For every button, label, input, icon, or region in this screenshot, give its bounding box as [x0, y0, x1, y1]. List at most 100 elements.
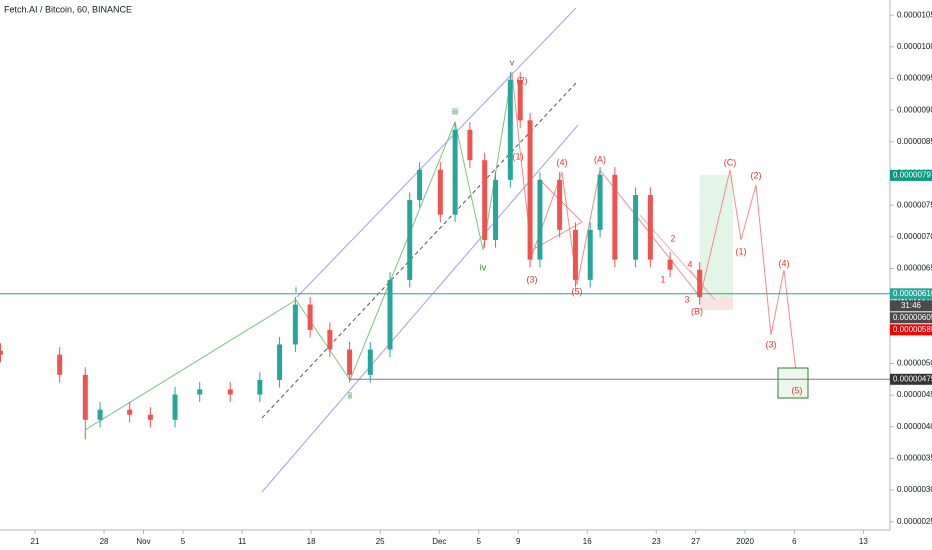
impulse-path	[84, 71, 513, 431]
x-tick-label: 9	[516, 537, 521, 546]
x-tick-label: Nov	[136, 537, 150, 546]
x-tick-label: 5	[181, 537, 186, 546]
y-tick-label: 0.00000300	[897, 485, 932, 494]
drawings	[84, 7, 809, 493]
candle-body	[517, 79, 523, 121]
candle-body	[507, 79, 513, 180]
candle-body	[537, 179, 543, 260]
x-tick-label: 18	[307, 537, 316, 546]
y-tick-label: 0.00001000	[897, 42, 932, 51]
candle-body	[482, 160, 488, 240]
candle-body	[97, 409, 103, 420]
wave-label: (3)	[766, 339, 777, 349]
wave-label: (C)	[724, 157, 737, 167]
y-tick-label: 0.00000750	[897, 200, 932, 209]
wave-label: (3)	[527, 274, 538, 284]
x-tick-label: 28	[100, 537, 109, 546]
price-label-box	[890, 373, 932, 385]
triangle	[531, 179, 583, 251]
wave-label: (B)	[691, 306, 703, 316]
wave-label: (5)	[792, 385, 803, 395]
x-tick-label: 16	[583, 537, 592, 546]
projection-path	[699, 169, 798, 381]
price-label: 0.00000797	[893, 171, 932, 180]
price-label-box	[890, 169, 932, 181]
candle-body	[277, 344, 283, 380]
candle-body	[197, 389, 203, 395]
x-tick-label: 6	[792, 537, 797, 546]
target-box	[777, 367, 809, 399]
candle-body	[227, 389, 233, 395]
candle-body	[633, 195, 639, 260]
x-tick-label: 13	[859, 537, 868, 546]
y-tick-label: 0.00000650	[897, 264, 932, 273]
price-label-box	[890, 324, 932, 336]
candle-body	[467, 129, 473, 161]
candle-body	[527, 120, 533, 260]
candle-body	[307, 304, 313, 330]
wave-label: 3	[684, 294, 689, 304]
candle-body	[127, 409, 133, 415]
candle-body	[452, 129, 458, 215]
candle-body	[437, 169, 443, 215]
y-tick-label: 0.00000400	[897, 422, 932, 431]
chart-title: Fetch.AI / Bitcoin, 60, BINANCE	[4, 4, 132, 14]
x-tick-label: 5	[477, 537, 482, 546]
candle-body	[147, 414, 153, 420]
candle-body	[612, 174, 618, 260]
candle-body	[597, 174, 603, 230]
wave-label: v	[510, 57, 515, 67]
candle-body	[557, 179, 563, 230]
wave-label: (A)	[594, 154, 606, 164]
candle-body	[172, 394, 178, 420]
candle-body	[367, 349, 373, 375]
wave-label: 4	[687, 259, 692, 269]
candle-body	[417, 169, 423, 201]
candle-body	[572, 229, 578, 280]
countdown: 31:46	[901, 301, 922, 310]
x-tick-label: 21	[31, 537, 40, 546]
candle-body	[292, 304, 298, 345]
y-tick-label: 0.00000450	[897, 390, 932, 399]
wave-label: (5)	[572, 286, 583, 296]
wave-label: i	[295, 284, 297, 294]
candle-body	[493, 179, 499, 240]
wave-label: (2)	[517, 75, 528, 85]
x-tick-label: 27	[691, 537, 700, 546]
x-tick-label: 23	[652, 537, 661, 546]
wave-label: ii	[348, 390, 352, 400]
wave-label: 1	[660, 274, 665, 284]
candle-body	[257, 379, 263, 395]
candle-body	[57, 354, 63, 375]
price-label-box	[890, 312, 932, 324]
y-tick-label: 0.00000900	[897, 105, 932, 114]
price-label: 0.00000585	[893, 325, 932, 334]
countdown-box	[890, 300, 932, 312]
channel-upper	[296, 7, 577, 298]
price-label: 0.00000605	[893, 313, 932, 322]
wave-label: (4)	[779, 258, 790, 268]
candle-body	[82, 374, 88, 420]
y-tick-label: 0.00000500	[897, 359, 932, 368]
y-tick-label: 0.00000950	[897, 74, 932, 83]
candle-body	[697, 269, 703, 297]
x-tick-label: 2020	[736, 537, 754, 546]
wave-label: iv	[480, 262, 487, 272]
y-tick-label: 0.00000250	[897, 517, 932, 526]
wave-label: (2)	[751, 170, 762, 180]
channel-lower	[261, 124, 579, 493]
candle-body	[347, 349, 353, 375]
candle-body	[0, 350, 3, 355]
loss-zone	[700, 297, 733, 310]
y-tick-label: 0.00000600	[897, 295, 932, 304]
y-tick-label: 0.00000700	[897, 232, 932, 241]
price-label: 0.00000610	[893, 289, 932, 298]
x-tick-label: 25	[376, 537, 385, 546]
price-label-box	[890, 288, 932, 300]
y-tick-label: 0.00001050	[897, 10, 932, 19]
price-label: 0.00000475	[893, 374, 932, 383]
wave-label: 2	[670, 233, 675, 243]
x-tick-label: Dec	[432, 537, 446, 546]
